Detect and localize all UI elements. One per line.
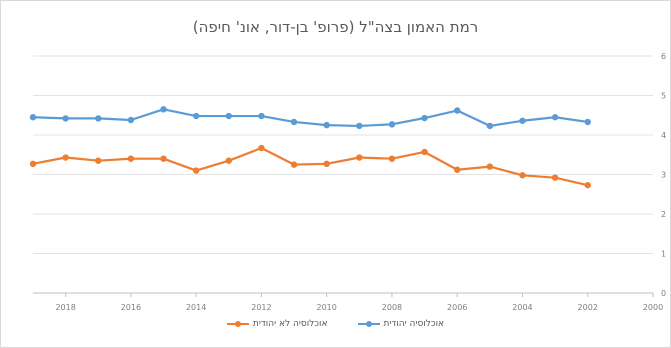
series-1 — [29, 144, 591, 189]
data-point — [551, 174, 559, 181]
data-point — [290, 161, 298, 168]
gridlines — [33, 55, 653, 294]
data-point — [421, 114, 428, 122]
x-tick-label: 2012 — [251, 303, 271, 312]
data-point — [258, 112, 265, 120]
data-point — [551, 114, 559, 121]
data-point — [584, 118, 591, 126]
y-tick-label: 2 — [661, 210, 666, 219]
data-point — [127, 116, 135, 124]
data-point — [290, 118, 298, 126]
data-point — [160, 155, 167, 162]
data-point — [323, 160, 330, 168]
x-tick-label: 2010 — [317, 303, 337, 312]
x-tick-label: 2004 — [512, 303, 532, 312]
legend-label-non-jewish: אוכלוסיה לא יהודית — [252, 319, 328, 329]
data-point — [127, 155, 135, 162]
legend-swatch-jewish — [357, 320, 380, 328]
data-point — [421, 148, 428, 156]
data-point — [258, 144, 265, 152]
x-tick-label: 2000 — [643, 303, 663, 312]
legend-item-jewish: אוכלוסיה יהודית — [357, 319, 445, 329]
data-point — [95, 157, 102, 164]
data-point — [356, 154, 363, 161]
legend-item-non-jewish: אוכלוסיה לא יהודית — [226, 319, 328, 329]
series-line — [32, 108, 588, 128]
chart-legend: אוכלוסיה לא יהודית אוכלוסיה יהודית — [0, 319, 671, 329]
series-0 — [29, 106, 591, 130]
data-point — [454, 107, 461, 114]
data-point — [160, 106, 167, 113]
data-point — [29, 114, 37, 121]
data-point — [192, 167, 200, 174]
x-tick-label: 2016 — [121, 303, 141, 312]
legend-swatch-non-jewish — [226, 320, 249, 328]
y-tick-label: 0 — [661, 289, 666, 298]
data-point — [62, 115, 69, 122]
data-point — [454, 166, 461, 173]
axes: 0 1 2 3 4 5 6 2018 2016 2014 2012 2010 2008 2006 2004 2… — [55, 52, 666, 312]
data-point — [584, 181, 591, 189]
data-point — [519, 172, 526, 179]
data-point — [225, 157, 232, 164]
y-tick-label: 6 — [661, 52, 666, 61]
y-tick-label: 4 — [661, 131, 666, 140]
series-line — [32, 146, 588, 187]
data-point — [323, 121, 330, 129]
data-point — [62, 154, 69, 161]
data-point — [486, 163, 494, 170]
data-point — [388, 155, 396, 162]
y-tick-label: 5 — [661, 92, 666, 101]
y-tick-label: 1 — [661, 250, 666, 259]
chart-title: רמת האמון בצה"ל (פרופ' בן-דור, אונ' חיפה… — [192, 18, 479, 36]
data-point — [486, 122, 494, 130]
x-tick-label: 2008 — [382, 303, 402, 312]
data-point — [519, 117, 526, 124]
data-point — [29, 160, 37, 168]
series-layer — [29, 106, 591, 189]
data-point — [192, 112, 200, 120]
x-tick-label: 2018 — [55, 303, 75, 312]
data-point — [388, 121, 396, 128]
x-tick-label: 2014 — [186, 303, 206, 312]
data-point — [95, 115, 102, 122]
data-point — [356, 122, 363, 130]
legend-label-jewish: אוכלוסיה יהודית — [383, 319, 445, 329]
x-tick-label: 2006 — [447, 303, 467, 312]
data-point — [225, 112, 232, 120]
y-tick-label: 3 — [661, 171, 666, 180]
x-tick-label: 2002 — [578, 303, 598, 312]
